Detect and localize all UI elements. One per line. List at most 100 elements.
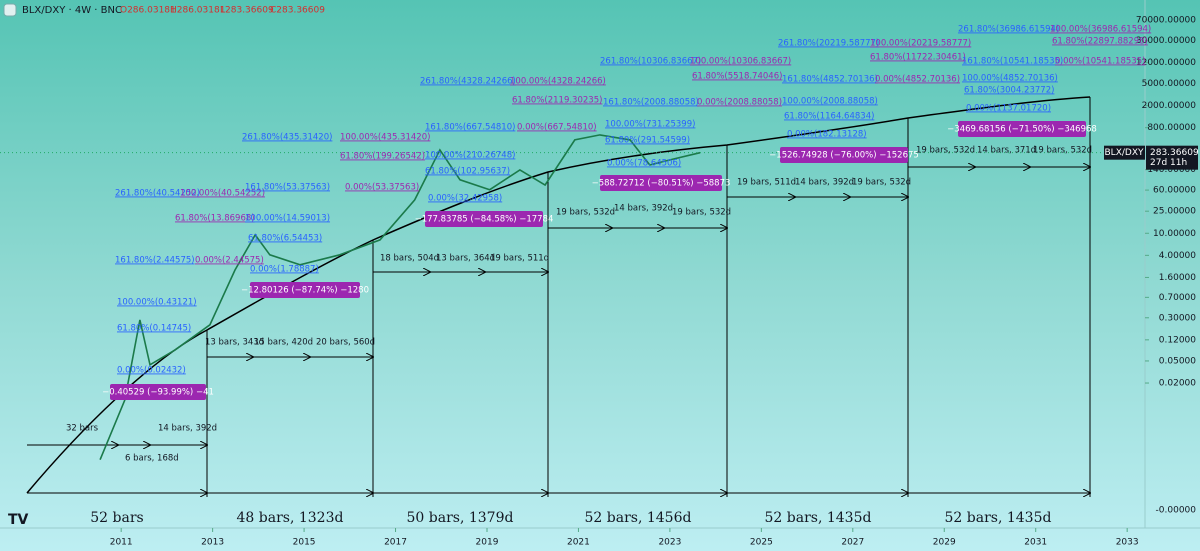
fib-label: 100.00%(210.26748): [425, 151, 515, 161]
drawdown-box: [110, 384, 206, 400]
cycle-label: 52 bars, 1435d: [765, 510, 872, 526]
symbol-title: BLX/DXY · 4W · BNC: [22, 5, 122, 16]
fib-label: 0.00%(1.78887): [250, 265, 319, 275]
fib-label: 61.80%(11722.30461): [870, 53, 966, 63]
fib-label: 61.80%(102.95637): [425, 167, 510, 177]
x-tick-label: 2029: [933, 538, 956, 548]
drawdown-label: −588.72712 (−80.51%) −58873: [592, 179, 731, 189]
drawdown-label: −3469.68156 (−71.50%) −346968: [947, 125, 1097, 135]
bar-count-label: 19 bars, 511d: [490, 254, 549, 264]
y-tick-label: 2000.00000: [1142, 101, 1197, 111]
y-tick-label: 70000.00000: [1136, 15, 1196, 25]
fib-label: 0.00%(10541.18535): [1055, 57, 1145, 67]
fib-label: 161.80%(2.44575): [115, 256, 195, 266]
price-tag-text: 283.36609: [1150, 148, 1199, 158]
fib-label: 61.80%(0.14745): [117, 324, 191, 334]
y-tick-label: 0.05000: [1159, 356, 1196, 366]
y-tick-label: 800.00000: [1147, 123, 1196, 133]
cycle-label: 52 bars, 1435d: [945, 510, 1052, 526]
fib-label: 100.00%(10306.83667): [690, 57, 791, 67]
bar-count-label: 19 bars, 532d: [672, 208, 731, 218]
x-tick-label: 2021: [567, 538, 590, 548]
drawdown-box: [780, 147, 908, 163]
bar-count-label: 19 bars, 532d: [852, 178, 911, 188]
drawdown-label: −12.80126 (−87.74%) −1280: [241, 286, 369, 296]
x-tick-label: 2031: [1024, 538, 1047, 548]
fib-label: 0.00%(4852.70136): [875, 75, 960, 85]
price-tag: [1146, 145, 1198, 170]
bar-count-label: 13 bars, 343d: [205, 338, 264, 348]
cycle-label: 50 bars, 1379d: [407, 510, 514, 526]
fib-label: 0.00%(0.02432): [117, 366, 186, 376]
x-tick-label: 2027: [841, 538, 864, 548]
fib-label: 261.80%(36986.61594): [958, 25, 1059, 35]
y-tick-label: 0.70000: [1159, 293, 1196, 303]
fib-label: 261.80%(435.31420): [242, 133, 332, 143]
drawdown-box: [958, 121, 1086, 137]
fib-label: 61.80%(1164.64834): [784, 112, 874, 122]
x-tick-label: 2025: [750, 538, 773, 548]
y-tick-label: 5000.00000: [1142, 79, 1197, 89]
y-tick-label: 140.00000: [1147, 165, 1196, 175]
bar-count-label: 19 bars, 532d: [556, 208, 615, 218]
fib-label: 0.00%(2.44575): [195, 256, 264, 266]
fib-label: 161.80%(53.37563): [245, 183, 330, 193]
logo: TV: [8, 512, 29, 528]
bar-count-label: 19 bars, 532d: [1033, 146, 1092, 156]
fib-label: 261.80%(20219.58777): [778, 39, 879, 49]
bar-count-label: 14 bars, 371d: [977, 146, 1036, 156]
bar-count-label: 6 bars, 168d: [125, 454, 179, 464]
bar-count-label: 18 bars, 504d: [380, 254, 439, 264]
fib-label: 0.00%(53.37563): [345, 183, 419, 193]
y-tick-label: 0.12000: [1159, 335, 1196, 345]
fib-label: 100.00%(4852.70136): [962, 74, 1058, 84]
fib-label: 100.00%(2008.88058): [782, 97, 878, 107]
bar-count-label: 14 bars, 392d: [795, 178, 854, 188]
fib-label: 61.80%(199.26542): [340, 152, 425, 162]
price-line: [99, 134, 701, 461]
fib-label: 261.80%(4328.24266): [420, 77, 516, 87]
y-tick-label: 60.00000: [1153, 186, 1196, 196]
fib-label: 61.80%(291.54599): [605, 136, 690, 146]
fib-label: 61.80%(2119.30235): [512, 96, 602, 106]
cycle-arrows: [27, 167, 1090, 493]
collapse-button[interactable]: [3, 3, 17, 17]
ohlc-value: L283.36609: [220, 6, 274, 16]
y-tick-label: 4.00000: [1159, 251, 1196, 261]
fib-label: 100.00%(435.31420): [340, 133, 430, 143]
ohlc-value: C283.36609: [270, 6, 325, 16]
x-tick-label: 2015: [293, 538, 316, 548]
bar-count-label: 19 bars, 532d: [916, 146, 975, 156]
bar-count-label: 14 bars, 392d: [614, 204, 673, 214]
drawdown-label: −0.40529 (−93.99%) −41: [102, 388, 214, 398]
drawdown-box: [250, 282, 360, 298]
fib-label: 0.00%(32.42958): [428, 194, 502, 204]
drawings: [26, 96, 1090, 497]
fib-label: 100.00%(14.59013): [245, 214, 330, 224]
fib-label: 100.00%(36986.61594): [1050, 25, 1151, 35]
drawdown-box: [425, 211, 543, 227]
fib-label: 61.80%(5518.74046): [692, 72, 782, 82]
fib-label: 61.80%(3004.23772): [964, 86, 1054, 96]
fib-label: 61.80%(13.86968): [175, 214, 255, 224]
fib-label: 100.00%(0.43121): [117, 298, 197, 308]
countdown-text: 27d 11h: [1150, 158, 1187, 168]
x-tick-label: 2011: [110, 538, 133, 548]
y-floor-label: -0.00000: [1156, 506, 1197, 516]
fib-label: 100.00%(40.54252): [180, 189, 265, 199]
y-tick-label: 25.00000: [1153, 207, 1196, 217]
x-tick-label: 2013: [201, 538, 224, 548]
fib-label: 61.80%(22897.88298): [1052, 37, 1148, 47]
x-tick-label: 2033: [1116, 538, 1139, 548]
y-tick-label: 0.02000: [1159, 379, 1196, 389]
bar-count-label: 15 bars, 420d: [254, 338, 313, 348]
drawdown-label: −177.83785 (−84.58%) −17784: [415, 215, 554, 225]
fib-label: 261.80%(10306.83667): [600, 57, 701, 67]
fib-label: 261.80%(40.54252): [115, 189, 200, 199]
fib-label: 0.00%(1137.01720): [966, 104, 1051, 114]
fib-label: 161.80%(667.54810): [425, 123, 515, 133]
bar-count-label: 32 bars: [66, 424, 99, 434]
fib-label: 61.80%(6.54453): [248, 234, 322, 244]
cycle-label: 52 bars, 1456d: [585, 510, 692, 526]
